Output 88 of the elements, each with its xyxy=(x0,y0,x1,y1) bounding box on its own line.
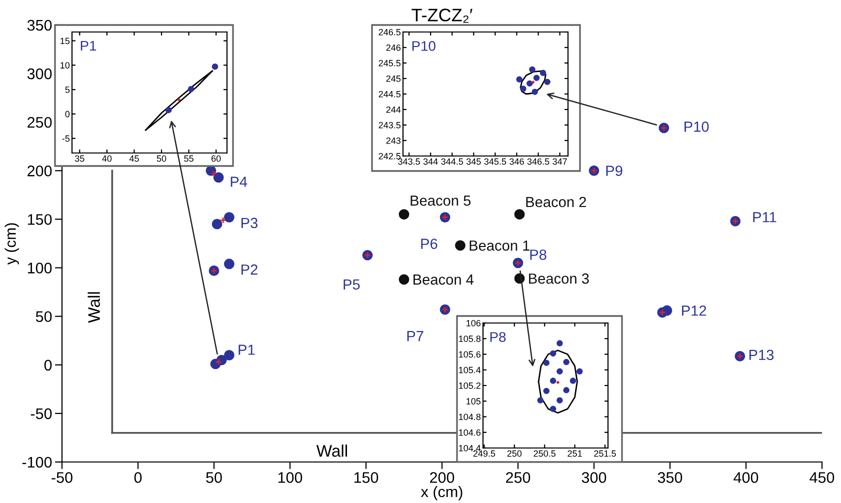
text: P10 xyxy=(412,41,436,51)
y-tick-label: -50 xyxy=(30,408,52,420)
y-tick-label: 200 xyxy=(28,166,52,176)
x-tick-label: 200 xyxy=(430,472,454,483)
x-tick-label: 400 xyxy=(734,472,758,483)
y-tick-label: 10 xyxy=(60,62,70,69)
series-label: Wall xyxy=(316,444,347,457)
y-axis-title: y (cm) xyxy=(4,223,19,265)
annotation: P10 xyxy=(684,122,709,132)
x-tick-label: 345.5 xyxy=(484,158,506,165)
y-tick-label: 0 xyxy=(65,110,70,118)
annotation: P5 xyxy=(344,279,360,290)
x-tick-label: 35 xyxy=(74,155,84,162)
x-tick-label: 344.5 xyxy=(441,158,464,165)
y-tick-label: 245 xyxy=(386,75,401,82)
y-tick-label: 242.5 xyxy=(378,152,401,160)
y-tick-label: 350 xyxy=(27,20,52,31)
y-tick-label: -5 xyxy=(62,135,70,142)
annotation: P3 xyxy=(242,218,258,228)
x-axis-title: x (cm) xyxy=(420,486,462,500)
x-tick-label: 251.5 xyxy=(594,450,616,457)
annotation: P1 xyxy=(238,344,255,355)
x-tick-label: 55 xyxy=(184,155,194,162)
x-tick-label: 346.5 xyxy=(527,158,550,165)
x-tick-label: 344 xyxy=(423,158,438,165)
y-tick-label: 243.5 xyxy=(378,122,401,128)
y-tick-label: 105.2 xyxy=(459,382,480,389)
x-tick-label: 450 xyxy=(810,472,834,483)
y-tick-label: 15 xyxy=(60,38,70,44)
annotation: P4 xyxy=(230,176,248,187)
annotation: P13 xyxy=(749,350,774,360)
annotation: Beacon 2 xyxy=(526,196,586,208)
y-tick-label: 150 xyxy=(28,214,52,225)
x-tick-label: 251 xyxy=(568,450,582,457)
x-tick-label: 0 xyxy=(134,472,142,483)
x-tick-label: 50 xyxy=(206,472,222,483)
y-tick-label: -100 xyxy=(22,456,52,468)
y-tick-label: 243 xyxy=(386,137,401,144)
y-tick-label: 100 xyxy=(28,262,52,274)
y-tick-label: 244 xyxy=(386,106,401,113)
y-tick-label: 106 xyxy=(466,320,481,326)
y-tick-label: 105 xyxy=(466,398,481,404)
annotation: Beacon 4 xyxy=(414,274,474,285)
x-tick-label: 45 xyxy=(129,155,139,162)
y-tick-label: 105.6 xyxy=(459,351,481,358)
x-tick-label: 345 xyxy=(466,158,481,165)
y-tick-label: 245.5 xyxy=(378,60,401,66)
x-tick-label: 50 xyxy=(156,155,166,162)
annotation: P8 xyxy=(530,250,546,260)
y-tick-label: 0 xyxy=(44,360,52,371)
annotation: P12 xyxy=(682,305,706,316)
y-tick-label: 104.6 xyxy=(459,429,481,436)
x-tick-label: 250 xyxy=(506,472,530,483)
y-tick-label: 105.4 xyxy=(459,366,481,374)
annotation: P7 xyxy=(407,331,424,342)
annotation: Beacon 1 xyxy=(470,240,530,251)
y-tick-label: 250 xyxy=(28,116,52,128)
annotation: P11 xyxy=(753,212,776,222)
x-tick-label: 343.5 xyxy=(398,158,420,165)
x-tick-label: 40 xyxy=(102,155,112,162)
chart-title: T-ZCZ₂′ xyxy=(412,8,472,23)
y-tick-label: 104.8 xyxy=(459,414,481,420)
y-tick-label: 104.4 xyxy=(459,444,481,452)
x-tick-label: 100 xyxy=(278,472,302,483)
y-tick-label: 244.5 xyxy=(378,90,401,98)
y-tick-label: 105.8 xyxy=(459,336,481,342)
annotation: P6 xyxy=(421,238,438,249)
y-tick-label: 246 xyxy=(386,44,401,51)
x-tick-label: 150 xyxy=(354,472,378,483)
y-tick-label: 300 xyxy=(27,68,52,80)
annotation: P9 xyxy=(606,166,622,176)
y-tick-label: 246.5 xyxy=(378,28,401,36)
x-tick-label: 347 xyxy=(552,158,567,165)
annotation: P2 xyxy=(242,264,258,275)
x-tick-label: 346 xyxy=(510,158,524,165)
x-tick-label: 350 xyxy=(658,472,682,483)
chart-title: P1 xyxy=(80,40,96,51)
x-tick-label: 250.5 xyxy=(534,450,556,457)
y-tick-label: 50 xyxy=(36,311,52,322)
y-tick-label: 5 xyxy=(65,86,70,93)
x-tick-label: 249.5 xyxy=(473,450,496,457)
x-tick-label: 250 xyxy=(507,450,522,457)
text: Wall xyxy=(88,292,100,323)
annotation: Beacon 5 xyxy=(410,196,471,206)
x-tick-label: 60 xyxy=(212,155,221,162)
text: P8 xyxy=(490,332,506,342)
annotation: Beacon 3 xyxy=(529,273,589,284)
x-tick-label: 300 xyxy=(582,472,606,483)
